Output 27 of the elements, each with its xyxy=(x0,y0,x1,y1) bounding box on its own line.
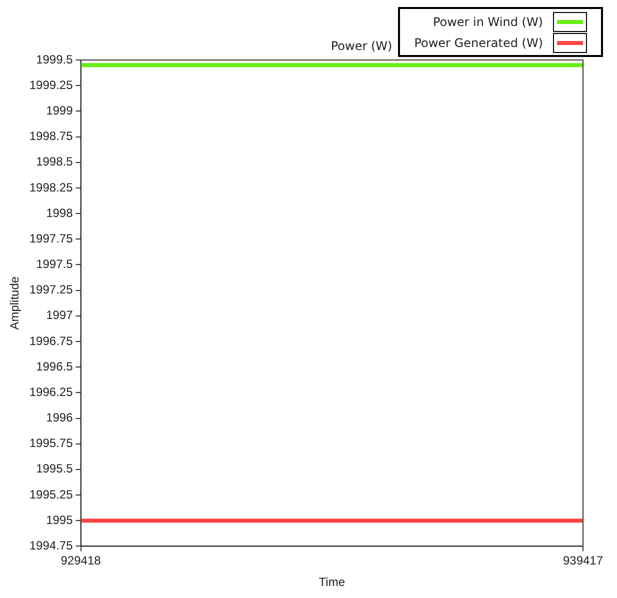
y-tick-label: 1999.5 xyxy=(36,52,74,66)
y-tick-label: 1995.25 xyxy=(29,487,74,502)
y-tick-label: 1998.5 xyxy=(36,154,74,169)
y-tick-label: 1997.75 xyxy=(29,231,74,246)
x-axis-title: Time xyxy=(318,575,346,590)
y-tick-label: 1996.75 xyxy=(29,334,74,348)
y-tick-label: 1997.25 xyxy=(29,282,74,297)
y-tick-label: 1997 xyxy=(46,308,74,322)
y-tick-label: 1995.5 xyxy=(36,462,74,476)
y-tick-label: 1995.75 xyxy=(29,436,74,450)
x-tick-label: 929418 xyxy=(60,554,102,568)
y-tick-label: 1997.5 xyxy=(36,257,74,272)
legend-label: Power in Wind (W) xyxy=(432,14,543,28)
legend-label: Power Generated (W) xyxy=(414,36,543,50)
y-axis-title: Amplitude xyxy=(8,276,22,330)
y-tick-label: 1999.25 xyxy=(29,78,74,92)
y-tick-label: 1998 xyxy=(46,206,74,220)
y-tick-label: 1999 xyxy=(46,103,74,118)
chart-title: Power (W) xyxy=(330,39,392,55)
y-tick-label: 1998.25 xyxy=(29,180,74,194)
y-tick-label: 1995 xyxy=(46,512,74,527)
y-tick-label: 1996 xyxy=(46,410,74,425)
y-tick-label: 1994.75 xyxy=(29,538,74,553)
y-tick-label: 1998.75 xyxy=(29,129,74,144)
x-tick-label: 939417 xyxy=(562,554,604,568)
y-tick-label: 1996.25 xyxy=(29,384,74,399)
y-tick-label: 1996.5 xyxy=(36,359,74,374)
